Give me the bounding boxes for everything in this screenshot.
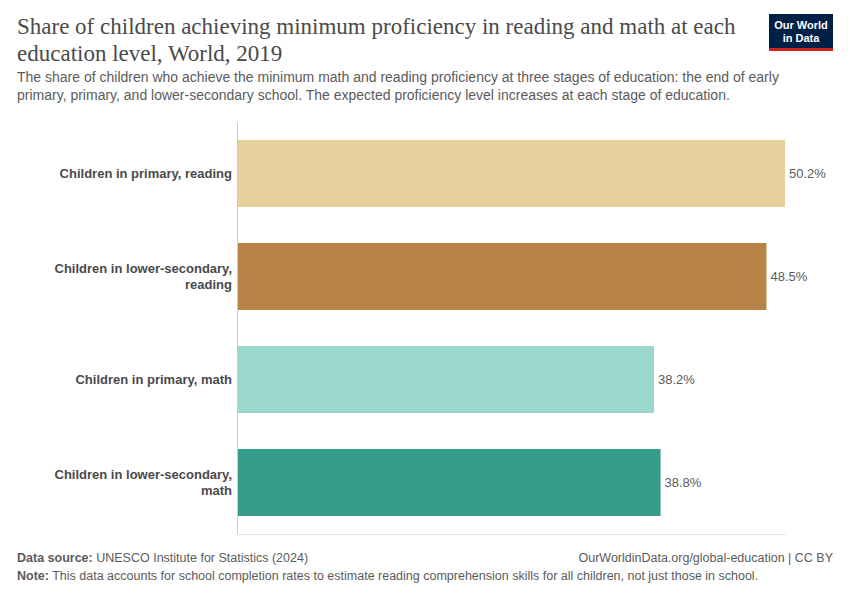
bar bbox=[237, 449, 661, 516]
source-label: Data source: bbox=[17, 551, 93, 565]
data-label: 38.8% bbox=[665, 475, 702, 490]
data-label: 50.2% bbox=[789, 166, 826, 181]
logo-text: in Data bbox=[783, 32, 821, 44]
tick: Children in lower-secondary,math bbox=[55, 467, 237, 498]
logo: Our Worldin Data bbox=[769, 14, 833, 51]
logo-text: Our World bbox=[774, 19, 828, 31]
tick-label: Children in primary, reading bbox=[60, 166, 232, 181]
tick: Children in primary, reading bbox=[60, 166, 237, 181]
subtitle: The share of children who achieve the mi… bbox=[17, 69, 779, 103]
tick-label: Children in primary, math bbox=[75, 372, 232, 387]
chart: Share of children achieving minimum prof… bbox=[0, 0, 850, 600]
tick: Children in lower-secondary,reading bbox=[55, 261, 237, 292]
note-text: This data accounts for school completion… bbox=[49, 569, 758, 583]
bars bbox=[237, 140, 785, 516]
bar bbox=[237, 140, 785, 207]
data-label: 38.2% bbox=[658, 372, 695, 387]
data-labels: 50.2% 48.5% 38.2% 38.8% bbox=[658, 166, 826, 490]
tick-label: Children in lower-secondary,reading bbox=[55, 261, 233, 292]
bar bbox=[237, 243, 766, 310]
logo-box bbox=[769, 14, 833, 50]
x-axis bbox=[238, 534, 786, 535]
data-label: 48.5% bbox=[770, 269, 807, 284]
x-axis-line bbox=[238, 534, 786, 535]
bar bbox=[237, 346, 654, 413]
tick-label: Children in lower-secondary,math bbox=[55, 467, 233, 498]
y-axis: Children in primary, reading Children in … bbox=[55, 123, 238, 535]
y-axis-line bbox=[237, 123, 238, 535]
note-label: Note: bbox=[17, 569, 49, 583]
tick: Children in primary, math bbox=[75, 372, 237, 387]
note: Note: This data accounts for school comp… bbox=[17, 569, 758, 583]
source: Data source: UNESCO Institute for Statis… bbox=[17, 551, 308, 565]
title: Share of children achieving minimum prof… bbox=[17, 14, 736, 66]
source-text: UNESCO Institute for Statistics (2024) bbox=[93, 551, 308, 565]
logo-bar bbox=[769, 48, 833, 51]
credit: OurWorldinData.org/global-education | CC… bbox=[578, 551, 833, 565]
